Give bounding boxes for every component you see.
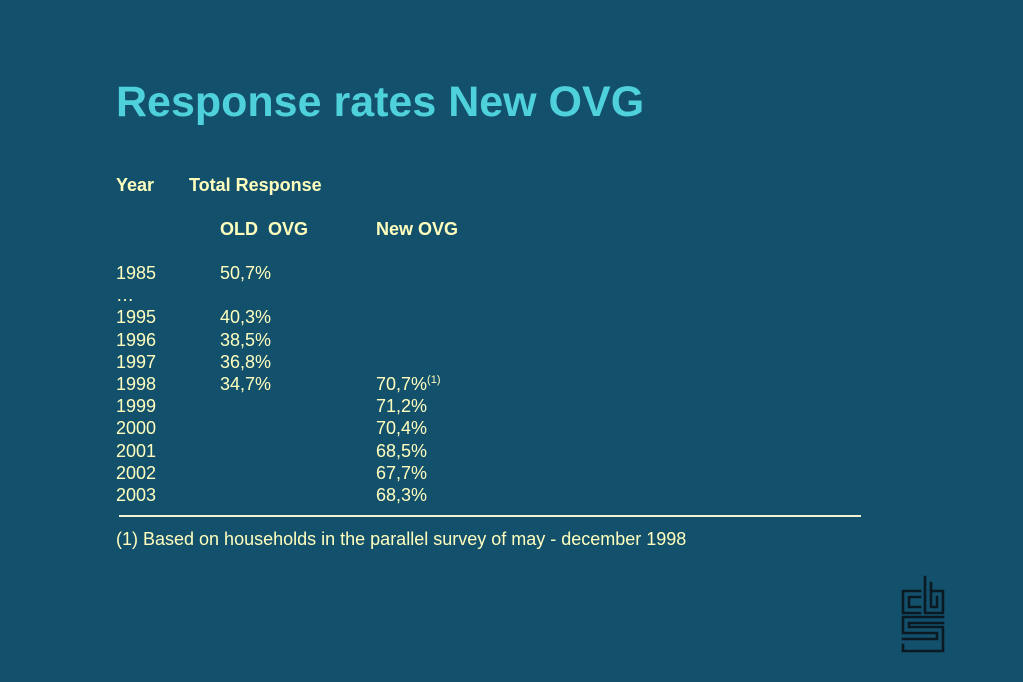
new-ovg-value: 71,2%: [376, 396, 428, 417]
new-ovg-cell: 70,4%: [376, 417, 427, 439]
new-ovg-value: 70,4%: [376, 418, 428, 439]
footnote-divider: [119, 515, 861, 517]
new-ovg-value: 70,7%: [376, 373, 428, 394]
new-ovg-cell: 67,7%: [376, 462, 427, 484]
year-cell: 2002: [116, 462, 157, 483]
old-ovg-cell: 50,7%: [220, 263, 272, 283]
old-ovg-cell: 40,3%: [220, 307, 272, 328]
year-cell: 1998: [116, 373, 157, 394]
year-cell: 2000: [116, 418, 157, 439]
year-cell: 1999: [116, 396, 157, 417]
cbs-logo-icon: [901, 575, 945, 653]
page-title: Response rates New OVG: [116, 78, 645, 126]
old-ovg-cell: 34,7%: [220, 373, 272, 394]
old-ovg-cell: 38,5%: [220, 329, 272, 350]
new-ovg-cell: 70,7%(1): [376, 373, 441, 395]
year-cell: 1997: [116, 351, 157, 372]
header-new-ovg: New OVG: [376, 219, 459, 239]
year-cell: 2003: [116, 484, 157, 505]
year-cell: 1995: [116, 307, 157, 328]
footnote: (1) Based on households in the parallel …: [116, 529, 687, 549]
new-ovg-value: 68,5%: [376, 440, 428, 461]
new-ovg-value: 68,3%: [376, 484, 428, 505]
new-ovg-cell: 68,5%: [376, 440, 427, 462]
footnote-marker: (1): [427, 373, 441, 386]
year-cell: 1996: [116, 329, 157, 350]
header-total-response: Total Response: [189, 175, 322, 195]
new-ovg-value: 67,7%: [376, 462, 428, 483]
new-ovg-cell: 68,3%: [376, 484, 427, 506]
year-cell: 1985: [116, 263, 157, 283]
year-cell: …: [116, 285, 134, 306]
year-cell: 2001: [116, 440, 157, 461]
header-old-ovg: OLD OVG: [220, 219, 309, 239]
header-year: Year: [116, 175, 155, 195]
new-ovg-cell: 71,2%: [376, 395, 427, 417]
old-ovg-cell: 36,8%: [220, 351, 272, 372]
